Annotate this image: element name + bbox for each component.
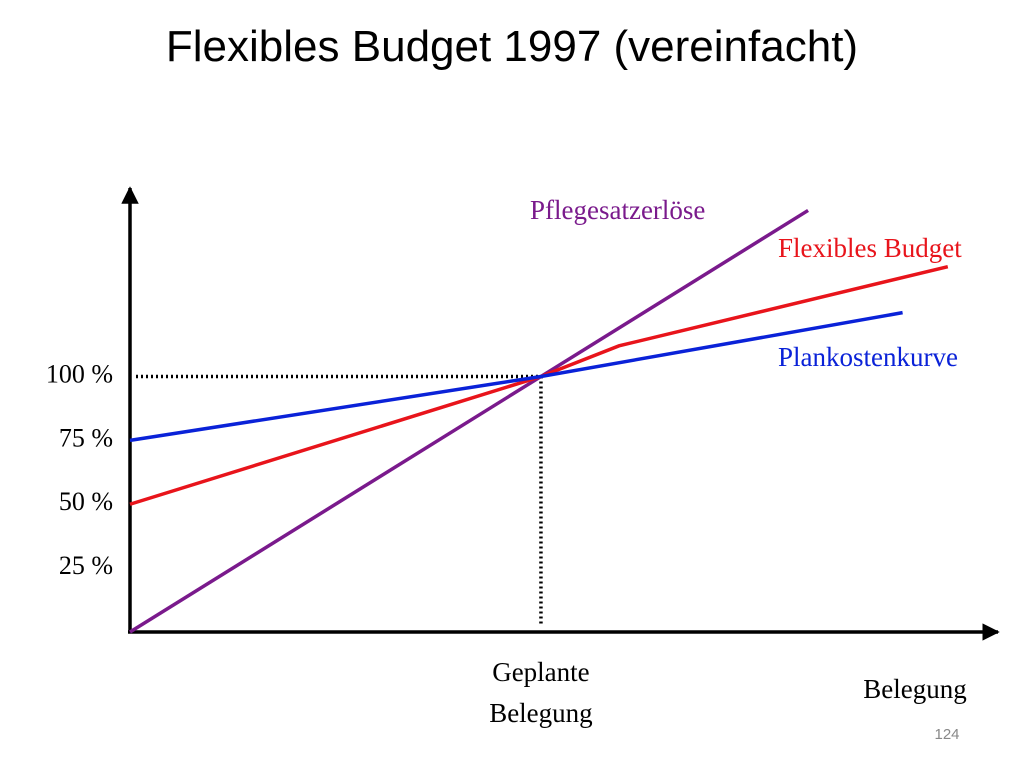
y-tick-label: 75 % [59,423,113,452]
slide-title: Flexibles Budget 1997 (vereinfacht) [165,22,859,71]
series-label: Plankostenkurve [778,342,958,372]
series-label: Flexibles Budget [778,233,962,263]
reference-label: Geplante Belegung [489,657,593,728]
y-tick-label: 100 % [46,359,113,388]
page-number: 124 [934,726,960,743]
series-line [129,310,903,443]
y-tick-label: 50 % [59,487,113,516]
y-tick-label: 25 % [59,551,113,580]
series-line [129,264,949,506]
series-line [129,208,809,634]
series-label: Pflegesatzerlöse [530,195,705,225]
x-axis-label: Belegung [863,674,966,704]
